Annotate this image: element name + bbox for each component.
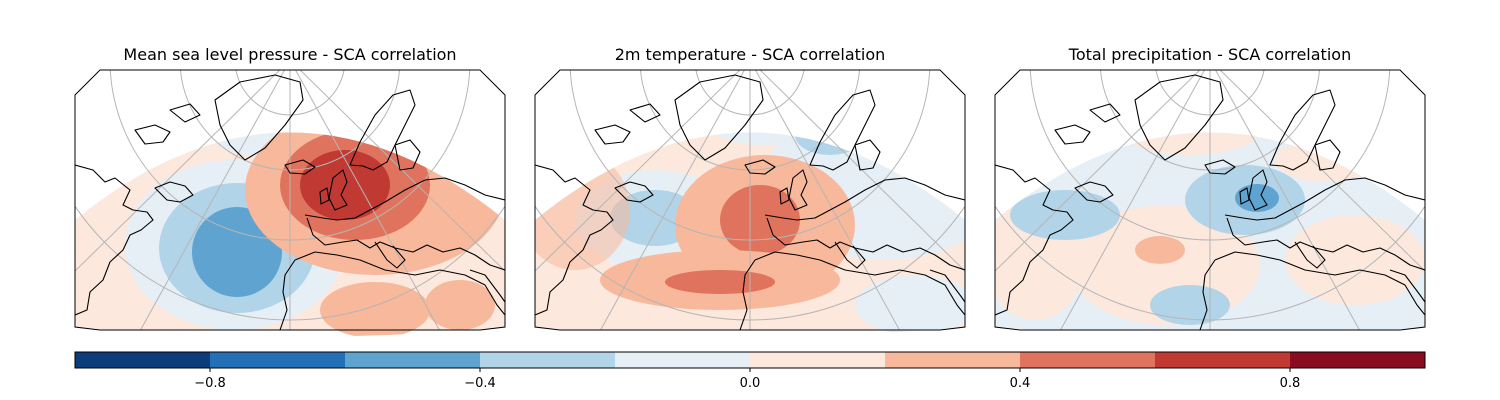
colorbar-segment xyxy=(615,352,750,368)
panel-title-t2m: 2m temperature - SCA correlation xyxy=(614,45,886,64)
panel-title-mslp: Mean sea level pressure - SCA correlatio… xyxy=(123,45,457,64)
colorbar-ticks: −0.8 −0.4 0.0 0.4 0.8 xyxy=(194,368,1300,391)
tp-field xyxy=(995,132,1425,330)
colorbar-segment xyxy=(1020,352,1155,368)
map-panel-mslp xyxy=(74,69,506,337)
colorbar-segment xyxy=(480,352,615,368)
colorbar-tick-label: 0.0 xyxy=(740,376,761,391)
colorbar-segment xyxy=(345,352,480,368)
colorbar-tick-label: −0.8 xyxy=(194,376,226,391)
colorbar-segment xyxy=(885,352,1020,368)
t2m-field xyxy=(535,132,965,335)
colorbar-segment xyxy=(210,352,345,368)
panel-title-tp: Total precipitation - SCA correlation xyxy=(1068,45,1352,64)
colorbar-segment xyxy=(750,352,885,368)
colorbar-tick-label: 0.4 xyxy=(1010,376,1031,391)
map-panel-tp xyxy=(994,69,1426,331)
colorbar-tick-label: −0.4 xyxy=(464,376,496,391)
colorbar-segment xyxy=(1290,352,1425,368)
colorbar-tick-label: 0.8 xyxy=(1280,376,1301,391)
colorbar xyxy=(74,351,1426,369)
colorbar-segment xyxy=(1155,352,1290,368)
map-panel-t2m xyxy=(534,69,966,335)
colorbar-segment xyxy=(75,352,210,368)
